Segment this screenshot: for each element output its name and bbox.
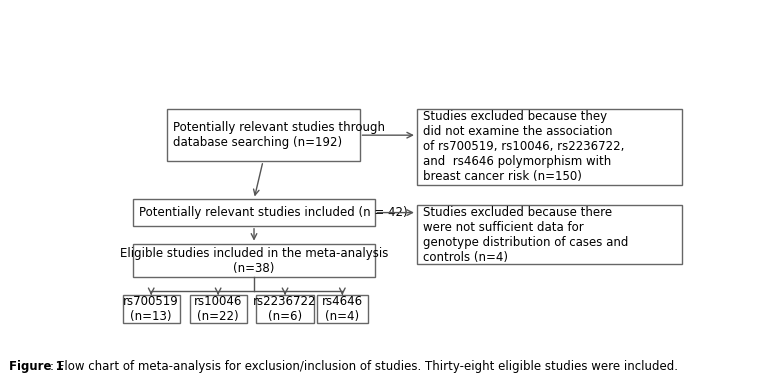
FancyBboxPatch shape bbox=[417, 110, 682, 185]
Text: rs2236722
(n=6): rs2236722 (n=6) bbox=[254, 295, 317, 323]
Text: Studies excluded because they
did not examine the association
of rs700519, rs100: Studies excluded because they did not ex… bbox=[423, 110, 624, 183]
FancyBboxPatch shape bbox=[123, 295, 180, 323]
Text: Eligible studies included in the meta-analysis
(n=38): Eligible studies included in the meta-an… bbox=[120, 247, 388, 275]
FancyBboxPatch shape bbox=[190, 295, 247, 323]
Text: rs10046
(n=22): rs10046 (n=22) bbox=[194, 295, 242, 323]
FancyBboxPatch shape bbox=[134, 199, 375, 226]
Text: rs4646
(n=4): rs4646 (n=4) bbox=[322, 295, 363, 323]
Text: Studies excluded because there
were not sufficient data for
genotype distributio: Studies excluded because there were not … bbox=[423, 206, 628, 264]
Text: Figure 1: Figure 1 bbox=[9, 360, 64, 373]
FancyBboxPatch shape bbox=[317, 295, 368, 323]
Text: rs700519
(n=13): rs700519 (n=13) bbox=[124, 295, 179, 323]
FancyBboxPatch shape bbox=[134, 244, 375, 277]
FancyBboxPatch shape bbox=[417, 205, 682, 264]
Text: : Flow chart of meta-analysis for exclusion/inclusion of studies. Thirty-eight e: : Flow chart of meta-analysis for exclus… bbox=[50, 360, 678, 373]
Text: Potentially relevant studies through
database searching (n=192): Potentially relevant studies through dat… bbox=[173, 121, 384, 149]
Text: Potentially relevant studies included (n = 42): Potentially relevant studies included (n… bbox=[139, 206, 408, 219]
FancyBboxPatch shape bbox=[257, 295, 314, 323]
FancyBboxPatch shape bbox=[166, 110, 359, 161]
